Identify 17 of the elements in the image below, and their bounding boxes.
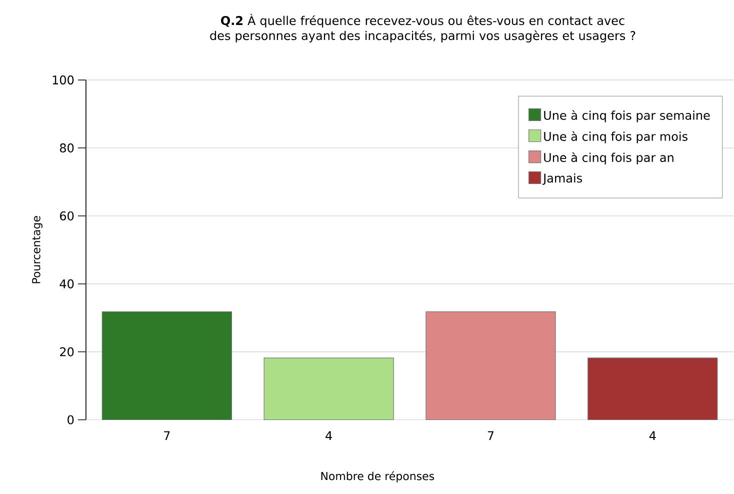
x-tick-label: 7	[488, 431, 494, 440]
y-tick-label: 0	[68, 415, 74, 424]
y-tick-label: 100	[52, 76, 74, 85]
legend-label: Une à cinq fois par an	[544, 152, 674, 165]
y-tick-label: 40	[60, 279, 74, 289]
y-tick-label: 80	[60, 144, 74, 153]
y-tick-label: 20	[60, 347, 74, 356]
legend-label: Une à cinq fois par mois	[544, 131, 688, 144]
x-tick-label: 4	[326, 431, 332, 440]
y-axis-title: Pourcentage	[32, 216, 42, 284]
x-tick-label: 7	[164, 431, 170, 440]
legend-label: Une à cinq fois par semaine	[544, 110, 710, 122]
x-tick-label: 4	[649, 431, 656, 440]
y-tick-label: 60	[60, 211, 74, 221]
chart-title: Q.2 À quelle fréquence recevez-vous ou êtes-vous en contact avec des personnes ayant des incapacités, parmi vos usagères et usagers ?	[210, 14, 636, 43]
x-axis-title: Nombre de réponses	[321, 471, 434, 482]
legend-label: Jamais	[542, 174, 582, 186]
